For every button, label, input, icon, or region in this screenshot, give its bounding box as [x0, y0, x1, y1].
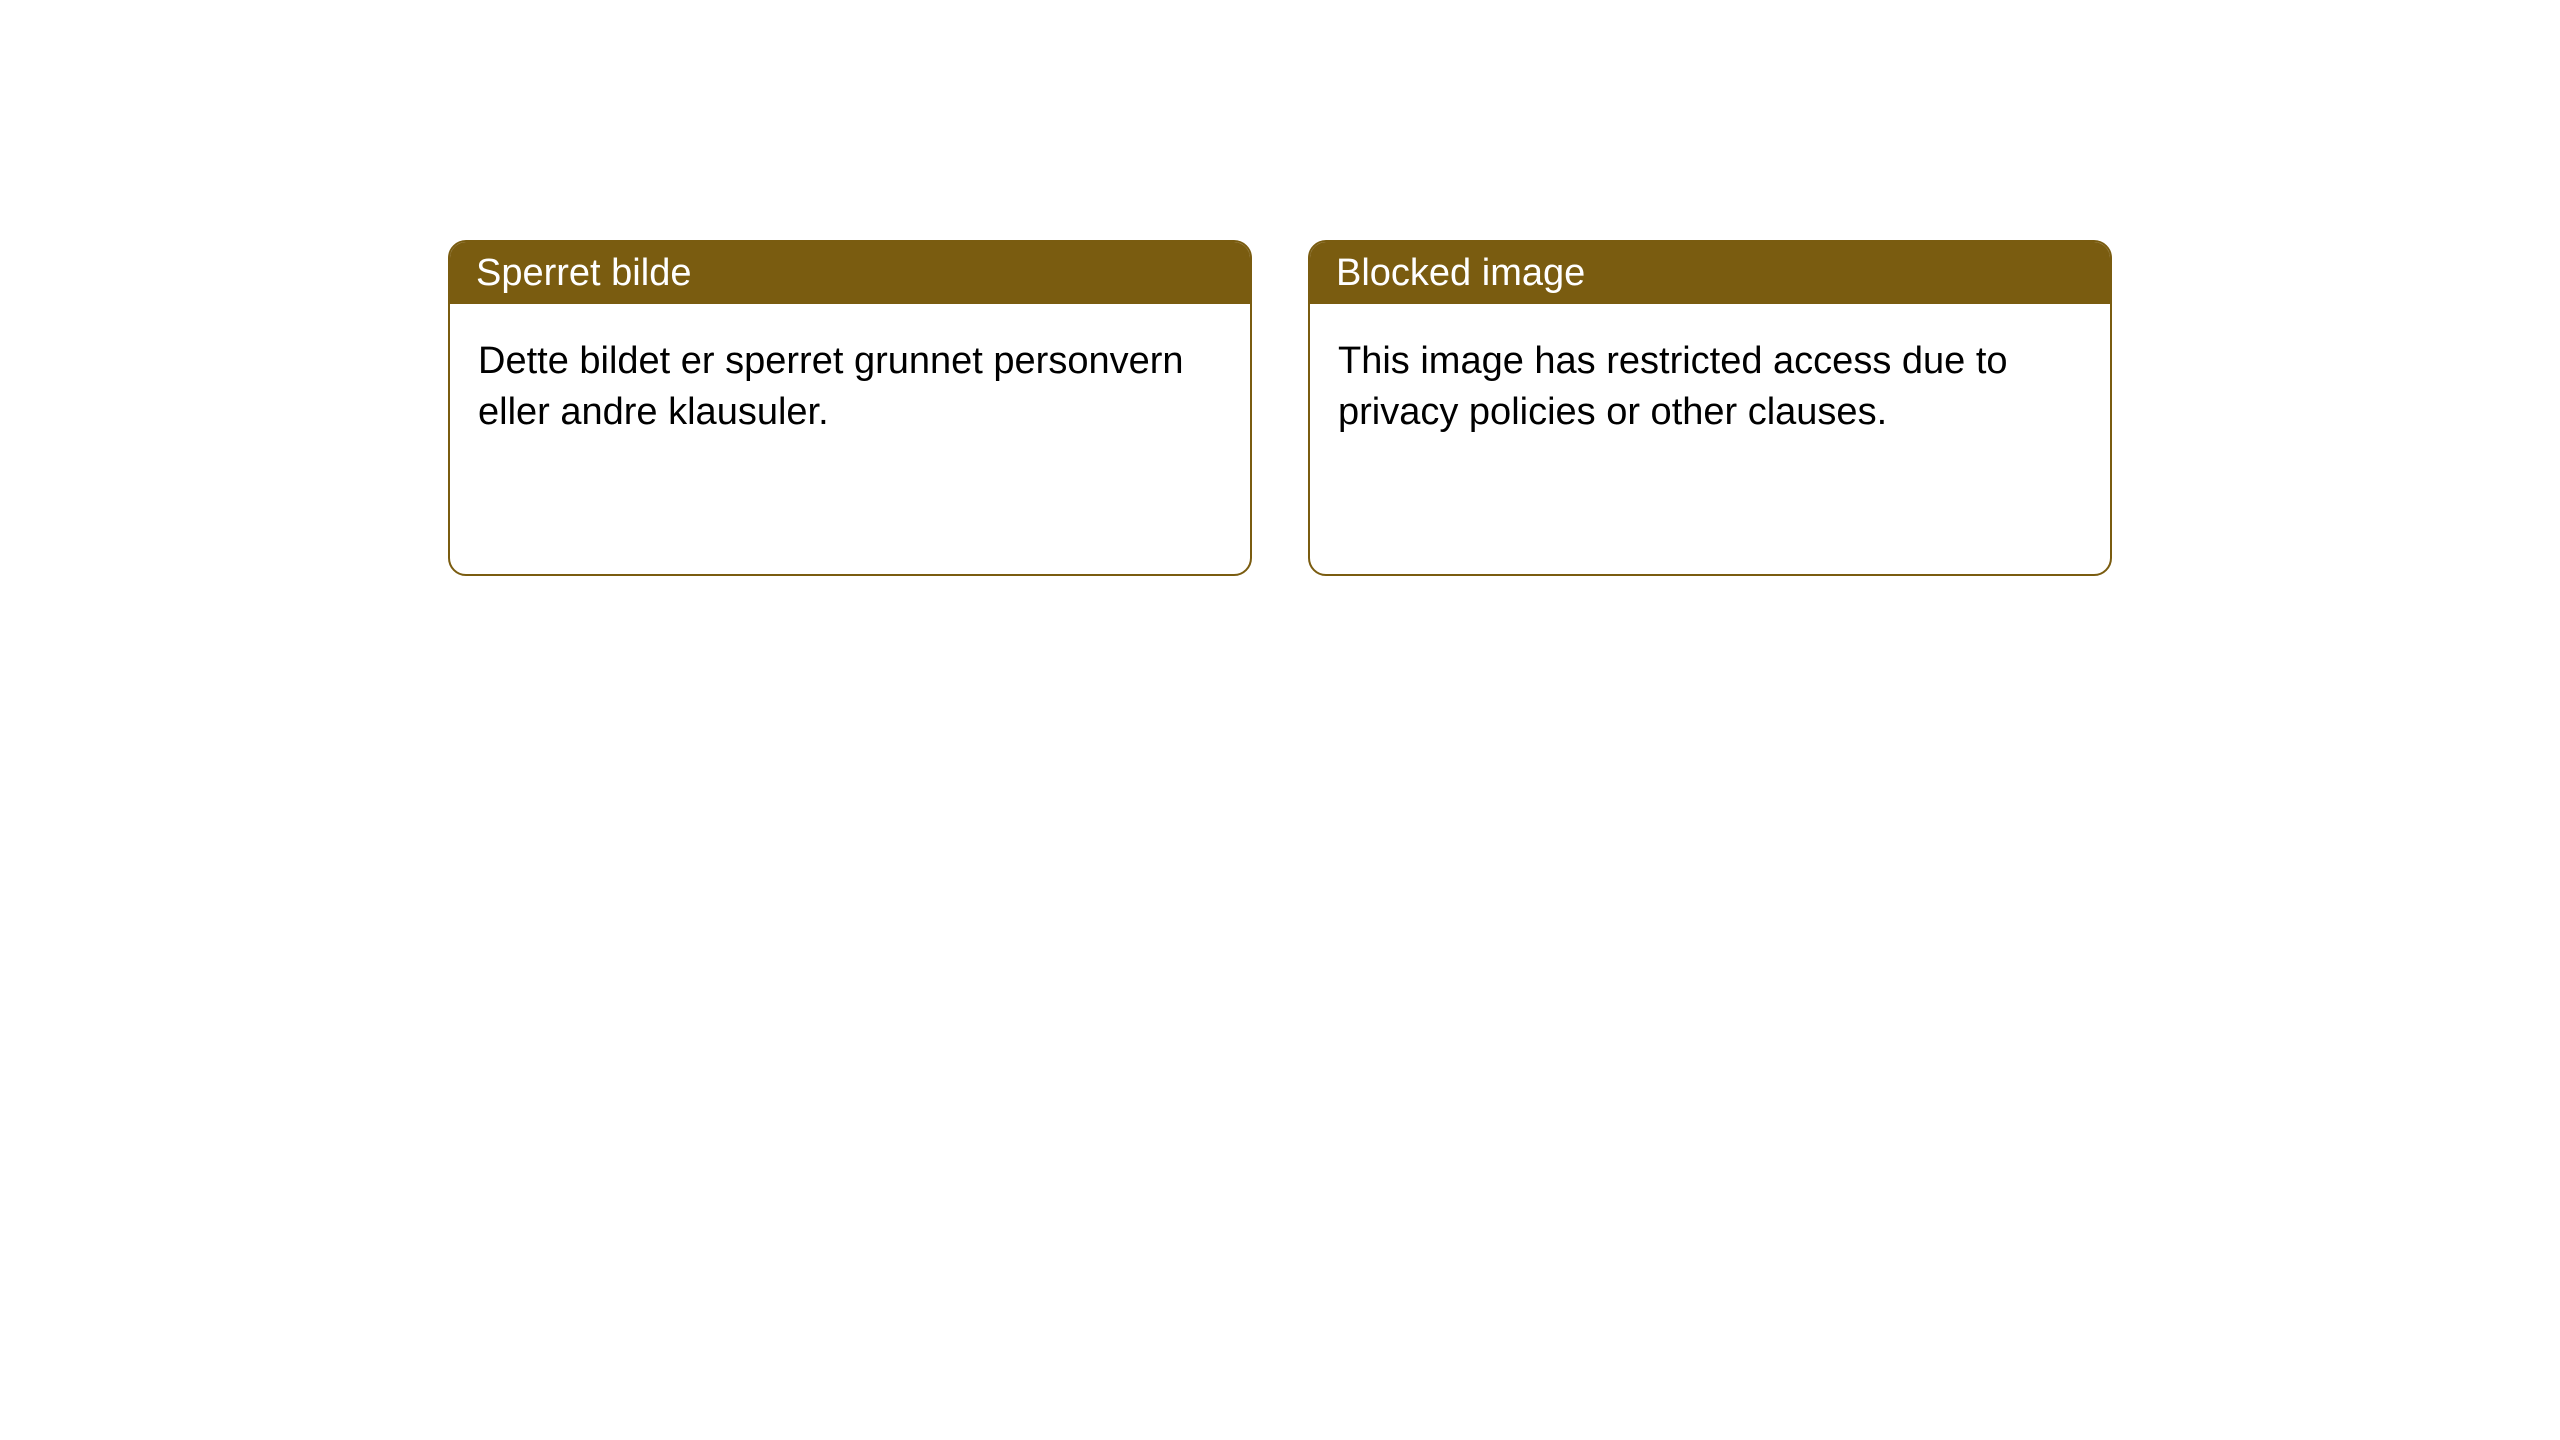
card-english: Blocked image This image has restricted … — [1308, 240, 2112, 576]
card-title: Blocked image — [1336, 252, 1585, 295]
card-body-text: Dette bildet er sperret grunnet personve… — [478, 340, 1184, 433]
cards-container: Sperret bilde Dette bildet er sperret gr… — [448, 240, 2112, 576]
card-body-english: This image has restricted access due to … — [1310, 304, 2110, 574]
card-title: Sperret bilde — [476, 252, 691, 295]
card-body-norwegian: Dette bildet er sperret grunnet personve… — [450, 304, 1250, 574]
card-norwegian: Sperret bilde Dette bildet er sperret gr… — [448, 240, 1252, 576]
card-header-norwegian: Sperret bilde — [450, 242, 1250, 304]
card-header-english: Blocked image — [1310, 242, 2110, 304]
card-body-text: This image has restricted access due to … — [1338, 340, 2008, 433]
